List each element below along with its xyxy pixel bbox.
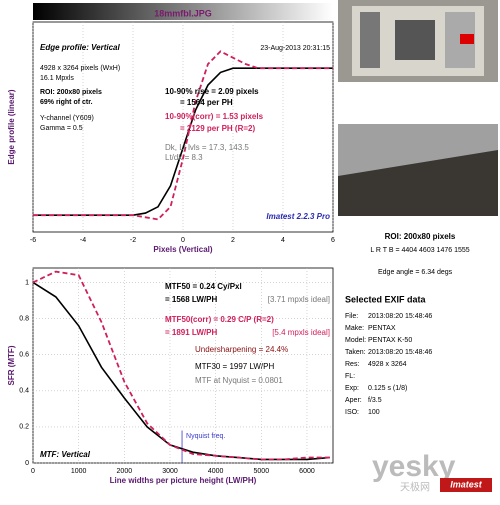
annotation: [3.71 mpxls ideal]: [268, 295, 330, 304]
annotation: = 1564 per PH: [180, 98, 233, 107]
exif-label: FL:: [345, 373, 355, 380]
roi: ROI: 200x80 pixels: [385, 232, 456, 241]
x-tick-label: 2: [231, 237, 235, 244]
exif-label: ISO:: [345, 409, 359, 416]
y-axis-label: SFR (MTF): [7, 345, 16, 385]
exif-title: Selected EXIF data: [345, 294, 427, 304]
annotation: MTF at Nyquist = 0.0801: [195, 376, 283, 385]
x-tick-label: 6000: [299, 468, 315, 475]
info: Y-channel (Y609): [40, 115, 94, 122]
x-tick-label: 2000: [117, 468, 133, 475]
exif-value: f/3.5: [368, 397, 382, 404]
info: 4928 x 3264 pixels (WxH): [40, 65, 120, 72]
y-axis-label: Edge profile (linear): [7, 89, 16, 164]
y-tick-label: 0: [25, 460, 29, 467]
y-tick-label: 0.2: [19, 424, 29, 431]
exif-value: 4928 x 3264: [368, 361, 407, 368]
annotation: = 1891 LW/PH: [165, 328, 217, 337]
date: 23-Aug-2013 20:31:15: [260, 45, 330, 52]
version: Imatest 2.2.3 Pro: [266, 212, 330, 221]
x-tick-label: 4000: [208, 468, 224, 475]
y-tick-label: 0.8: [19, 315, 29, 322]
annotation: Dk, Lt lvls = 17.3, 143.5: [165, 143, 249, 152]
watermark-cn: 天极网: [400, 481, 430, 494]
thumbnail: [338, 0, 498, 82]
gradient-strip: [33, 3, 333, 20]
exif-label: File:: [345, 313, 358, 320]
x-tick-label: 0: [181, 237, 185, 244]
x-axis-label: Line widths per picture height (LW/PH): [110, 476, 257, 485]
annotation: Lt/dk = 8.3: [165, 153, 203, 162]
x-tick-label: -6: [30, 237, 36, 244]
exif-label: Model:: [345, 337, 366, 344]
x-tick-label: -4: [80, 237, 86, 244]
annotation: Undersharpening = 24.4%: [195, 345, 288, 354]
annotation: 10-90%(corr) = 1.53 pixels: [165, 112, 264, 121]
watermark: yesky: [372, 450, 456, 483]
y-tick-label: 1: [25, 279, 29, 286]
info: 69% right of ctr.: [40, 99, 93, 106]
x-tick-label: 4: [281, 237, 285, 244]
annotation: MTF50(corr) = 0.29 C/P (R=2): [165, 315, 274, 324]
info: Gamma = 0.5: [40, 125, 83, 132]
exif-label: Aper:: [345, 397, 362, 404]
edge-angle: Edge angle = 6.34 degs: [378, 269, 453, 276]
annotation: MTF30 = 1997 LW/PH: [195, 362, 274, 371]
nyquist-label: Nyquist freq.: [186, 433, 225, 440]
series-line: [32, 270, 330, 461]
annotation: [5.4 mpxls ideal]: [272, 328, 330, 337]
exif-value: 100: [368, 409, 380, 416]
exif-value: PENTAX K-50: [368, 337, 412, 344]
y-tick-label: 0.4: [19, 388, 29, 395]
exif-value: 2013:08:20 15:48:46: [368, 349, 432, 356]
x-tick-label: 0: [31, 468, 35, 475]
x-tick-label: 3000: [162, 468, 178, 475]
exif-label: Taken:: [345, 349, 366, 356]
x-tick-label: -2: [130, 237, 136, 244]
x-axis-label: Pixels (Vertical): [153, 245, 212, 254]
plot-area: [32, 267, 334, 464]
roi-crop: [338, 124, 498, 216]
annotation: MTF50 = 0.24 Cy/Pxl: [165, 282, 242, 291]
exif-label: Make:: [345, 325, 364, 332]
logo: Imatest: [450, 479, 483, 489]
series-line: [33, 50, 333, 221]
annotation: = 2129 per PH (R=2): [180, 124, 255, 133]
logo-box: [440, 478, 492, 492]
info: 16.1 Mpxls: [40, 75, 74, 82]
lrtb: L R T B = 4404 4603 1476 1555: [370, 247, 469, 254]
x-tick-label: 5000: [254, 468, 270, 475]
exif-label: Exp:: [345, 385, 359, 392]
x-tick-label: 6: [331, 237, 335, 244]
annotation: 10-90% rise = 2.09 pixels: [165, 87, 259, 96]
chart-title: MTF: Vertical: [40, 450, 91, 459]
exif-value: 0.125 s (1/8): [368, 385, 407, 392]
x-tick-label: 1000: [71, 468, 87, 475]
exif-label: Res:: [345, 361, 359, 368]
exif-value: PENTAX: [368, 325, 396, 332]
file-title: 18mmfbl.JPG: [154, 8, 212, 18]
info: ROI: 200x80 pixels: [40, 89, 102, 96]
annotation: = 1568 LW/PH: [165, 295, 217, 304]
exif-value: 2013:08:20 15:48:46: [368, 313, 432, 320]
y-tick-label: 0.6: [19, 352, 29, 359]
chart-title: Edge profile: Vertical: [40, 43, 121, 52]
